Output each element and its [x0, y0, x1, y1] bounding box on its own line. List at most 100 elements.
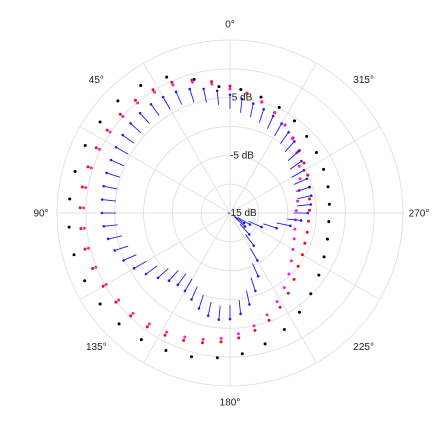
data-arrow-head — [190, 298, 193, 301]
data-arrow-head — [247, 233, 251, 236]
data-arrow-head — [240, 97, 244, 101]
data-point — [82, 206, 86, 210]
data-arrow — [145, 265, 158, 275]
grid-spoke — [229, 212, 317, 364]
data-arrow-head — [174, 90, 178, 94]
data-point — [89, 166, 93, 170]
data-point — [190, 80, 194, 84]
data-arrow — [103, 185, 118, 190]
data-arrow — [287, 150, 299, 161]
data-point — [165, 330, 169, 334]
data-arrow-head — [121, 133, 124, 137]
data-point — [308, 208, 312, 212]
data-point — [317, 273, 321, 277]
data-arrow — [250, 248, 258, 261]
data-point — [171, 83, 175, 87]
data-point — [253, 328, 257, 332]
data-point — [192, 77, 196, 81]
data-point — [297, 164, 301, 168]
data-arrow — [168, 270, 179, 282]
data-point — [133, 98, 137, 102]
data-point — [282, 328, 286, 332]
grid-spoke — [229, 62, 317, 214]
data-arrow — [267, 115, 274, 130]
data-arrow — [249, 103, 254, 118]
data-point — [114, 300, 118, 304]
data-point — [83, 143, 87, 147]
data-arrow-head — [289, 224, 292, 228]
data-point — [72, 253, 76, 257]
data-point — [118, 112, 122, 116]
data-point — [164, 348, 168, 352]
data-point — [83, 279, 87, 283]
data-arrow-head — [251, 102, 255, 105]
data-point — [306, 173, 310, 177]
data-arrow-head — [280, 122, 283, 125]
radial-tick-label: -5 dB — [230, 150, 254, 161]
data-point — [327, 202, 331, 206]
data-series-layer — [67, 75, 331, 360]
data-arrow-head — [306, 211, 310, 215]
data-arrow-head — [176, 283, 180, 287]
data-arrow-head — [129, 122, 132, 125]
data-point — [108, 130, 112, 134]
data-arrow — [258, 109, 265, 123]
data-arrow — [297, 195, 312, 200]
data-arrow-head — [248, 223, 252, 226]
data-arrow — [296, 204, 311, 207]
data-arrow — [198, 294, 204, 309]
data-point — [94, 265, 98, 269]
data-arrow-head — [293, 140, 296, 143]
angle-tick-label: 135° — [86, 342, 107, 353]
data-arrow — [114, 245, 129, 251]
data-arrow-head — [132, 267, 136, 270]
data-point — [260, 100, 264, 104]
data-arrow — [115, 146, 129, 155]
data-point — [300, 253, 304, 257]
data-arrow — [189, 88, 195, 103]
data-point — [117, 298, 121, 302]
data-point — [296, 264, 300, 268]
data-point — [136, 101, 140, 105]
series-0 — [67, 75, 331, 360]
data-arrow — [218, 305, 221, 320]
data-point — [273, 110, 277, 114]
data-arrow-head — [202, 87, 205, 91]
data-arrow-head — [102, 224, 106, 228]
data-point — [263, 342, 267, 346]
angle-tick-label: 315° — [353, 75, 374, 86]
data-arrow — [102, 199, 117, 202]
series-3 — [100, 87, 313, 321]
data-point — [252, 324, 256, 328]
data-point — [217, 85, 221, 89]
data-arrow — [216, 90, 220, 105]
angle-tick-label: 225° — [353, 342, 374, 353]
data-point — [289, 259, 293, 263]
data-point — [139, 338, 143, 342]
data-arrow-head — [105, 171, 108, 175]
data-point — [296, 199, 300, 203]
data-arrow — [291, 169, 305, 178]
grid-spoke — [229, 212, 381, 300]
data-point — [298, 177, 302, 181]
data-arrow — [232, 214, 245, 224]
data-arrow — [157, 268, 169, 279]
data-arrow — [162, 96, 171, 110]
grid-spoke — [143, 62, 231, 214]
data-arrow-head — [242, 221, 246, 225]
data-arrow — [203, 88, 207, 103]
data-arrow — [237, 217, 251, 225]
data-arrow — [289, 160, 302, 170]
angle-tick-label: 270° — [409, 209, 430, 220]
data-point — [67, 225, 71, 229]
data-point — [292, 119, 296, 123]
data-arrow-head — [254, 289, 257, 293]
data-arrow-head — [262, 108, 265, 111]
data-point — [307, 219, 311, 223]
data-point — [147, 322, 151, 326]
data-arrow — [123, 254, 137, 261]
data-arrow — [296, 186, 310, 192]
data-arrow-head — [161, 95, 165, 99]
data-point — [117, 322, 121, 326]
